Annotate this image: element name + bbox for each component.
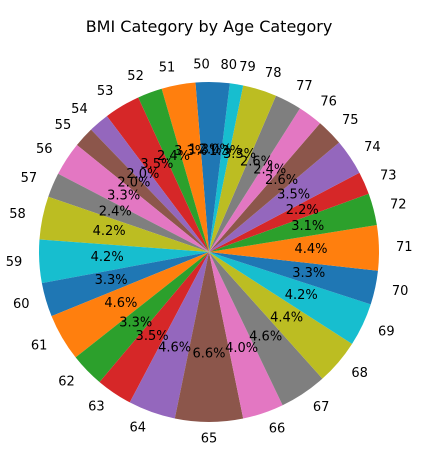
percent-label-60: 3.3% bbox=[95, 273, 128, 288]
category-label-79: 79 bbox=[239, 60, 256, 75]
percent-label-51: 3.3% bbox=[174, 144, 207, 159]
percent-label-64: 4.6% bbox=[158, 341, 191, 356]
percent-label-53: 3.5% bbox=[140, 157, 173, 172]
pie-slice-71 bbox=[209, 224, 379, 271]
percent-label-57: 2.4% bbox=[99, 204, 132, 219]
category-label-57: 57 bbox=[21, 171, 38, 186]
percent-label-74: 3.5% bbox=[277, 188, 310, 203]
pie-slice-68 bbox=[209, 252, 353, 379]
pie-slice-50 bbox=[195, 82, 209, 252]
pie-slice-58 bbox=[39, 196, 210, 252]
pie-slice-59 bbox=[38, 239, 210, 284]
category-label-52: 52 bbox=[127, 69, 144, 84]
pie-slice-65 bbox=[174, 252, 244, 423]
category-label-72: 72 bbox=[390, 197, 407, 212]
pie-slice-80 bbox=[209, 82, 230, 252]
pie-slice-60 bbox=[41, 252, 210, 317]
category-label-75: 75 bbox=[342, 113, 359, 128]
pie-slice-69 bbox=[209, 252, 371, 344]
percent-label-68: 4.4% bbox=[270, 311, 303, 326]
category-label-63: 63 bbox=[88, 400, 105, 415]
percent-label-79: 1.3% bbox=[209, 144, 242, 159]
category-label-65: 65 bbox=[201, 432, 218, 447]
percent-label-50: 1.3% bbox=[188, 143, 221, 158]
pie-slice-52 bbox=[138, 88, 209, 252]
percent-label-58: 4.2% bbox=[93, 224, 126, 239]
percent-label-76: 2.4% bbox=[253, 163, 286, 178]
pie-slice-77 bbox=[209, 95, 300, 252]
category-label-74: 74 bbox=[364, 140, 381, 155]
category-label-59: 59 bbox=[6, 255, 23, 270]
percent-labels: 1.3%3.3%2.4%3.5%2.0%2.0%3.3%2.4%4.2%4.2%… bbox=[91, 143, 328, 362]
pie-slice-62 bbox=[75, 252, 209, 383]
percent-label-67: 4.6% bbox=[249, 329, 282, 344]
pie-slice-63 bbox=[99, 252, 209, 403]
pie-slice-66 bbox=[209, 252, 283, 419]
category-label-50: 50 bbox=[193, 58, 210, 73]
category-label-70: 70 bbox=[392, 284, 409, 299]
category-label-71: 71 bbox=[396, 240, 413, 255]
percent-label-80: 2.0% bbox=[199, 143, 232, 158]
category-label-53: 53 bbox=[97, 84, 114, 99]
percent-label-56: 3.3% bbox=[107, 189, 140, 204]
category-label-62: 62 bbox=[58, 375, 75, 390]
category-label-69: 69 bbox=[378, 324, 395, 339]
category-label-55: 55 bbox=[55, 118, 72, 133]
percent-label-63: 3.5% bbox=[136, 329, 169, 344]
category-label-54: 54 bbox=[71, 102, 88, 117]
pie-slice-55 bbox=[76, 129, 210, 252]
percent-label-66: 4.0% bbox=[225, 341, 258, 356]
pie-slice-76 bbox=[209, 108, 321, 253]
pie-slice-73 bbox=[209, 172, 369, 252]
pie-slice-56 bbox=[58, 144, 209, 252]
pie-slice-72 bbox=[209, 193, 377, 252]
percent-label-54: 2.0% bbox=[126, 167, 159, 182]
percent-label-52: 2.4% bbox=[157, 149, 190, 164]
percent-label-71: 4.4% bbox=[294, 242, 327, 257]
category-label-67: 67 bbox=[313, 400, 330, 415]
pie-slice-75 bbox=[209, 123, 340, 253]
pie-slice-70 bbox=[209, 252, 378, 305]
category-label-66: 66 bbox=[269, 422, 286, 437]
pie-slice-78 bbox=[209, 85, 276, 252]
pie-slice-74 bbox=[209, 142, 360, 252]
percent-label-78: 3.3% bbox=[223, 147, 256, 162]
percent-label-62: 3.3% bbox=[119, 316, 152, 331]
pie-slice-51 bbox=[161, 82, 209, 252]
percent-label-70: 3.3% bbox=[292, 266, 325, 281]
category-label-76: 76 bbox=[320, 94, 337, 109]
pie-slice-54 bbox=[91, 116, 209, 252]
category-label-56: 56 bbox=[36, 142, 53, 157]
category-label-60: 60 bbox=[13, 297, 30, 312]
pie-slices bbox=[38, 82, 379, 423]
pie-slice-79 bbox=[209, 83, 244, 252]
category-label-58: 58 bbox=[9, 207, 26, 222]
category-label-73: 73 bbox=[380, 169, 397, 184]
percent-label-61: 4.6% bbox=[104, 296, 137, 311]
percent-label-72: 3.1% bbox=[291, 219, 324, 234]
percent-label-65: 6.6% bbox=[192, 347, 225, 362]
percent-label-59: 4.2% bbox=[91, 250, 124, 265]
percent-label-69: 4.2% bbox=[285, 288, 318, 303]
chart-title: BMI Category by Age Category bbox=[86, 17, 333, 36]
pie-slice-64 bbox=[129, 252, 209, 419]
category-label-80: 80 bbox=[220, 58, 237, 73]
pie-slice-67 bbox=[209, 252, 323, 406]
category-label-64: 64 bbox=[129, 421, 146, 436]
pie-slice-61 bbox=[51, 252, 209, 358]
percent-label-55: 2.0% bbox=[117, 176, 150, 191]
category-label-78: 78 bbox=[265, 66, 282, 81]
pie-slice-57 bbox=[48, 173, 209, 252]
percent-label-73: 2.2% bbox=[286, 203, 319, 218]
category-label-68: 68 bbox=[351, 366, 368, 381]
category-label-51: 51 bbox=[159, 61, 176, 76]
percent-label-77: 2.6% bbox=[240, 154, 273, 169]
percent-label-75: 2.6% bbox=[265, 173, 298, 188]
category-label-61: 61 bbox=[31, 339, 48, 354]
pie-slice-53 bbox=[106, 97, 209, 252]
category-label-77: 77 bbox=[296, 79, 313, 94]
